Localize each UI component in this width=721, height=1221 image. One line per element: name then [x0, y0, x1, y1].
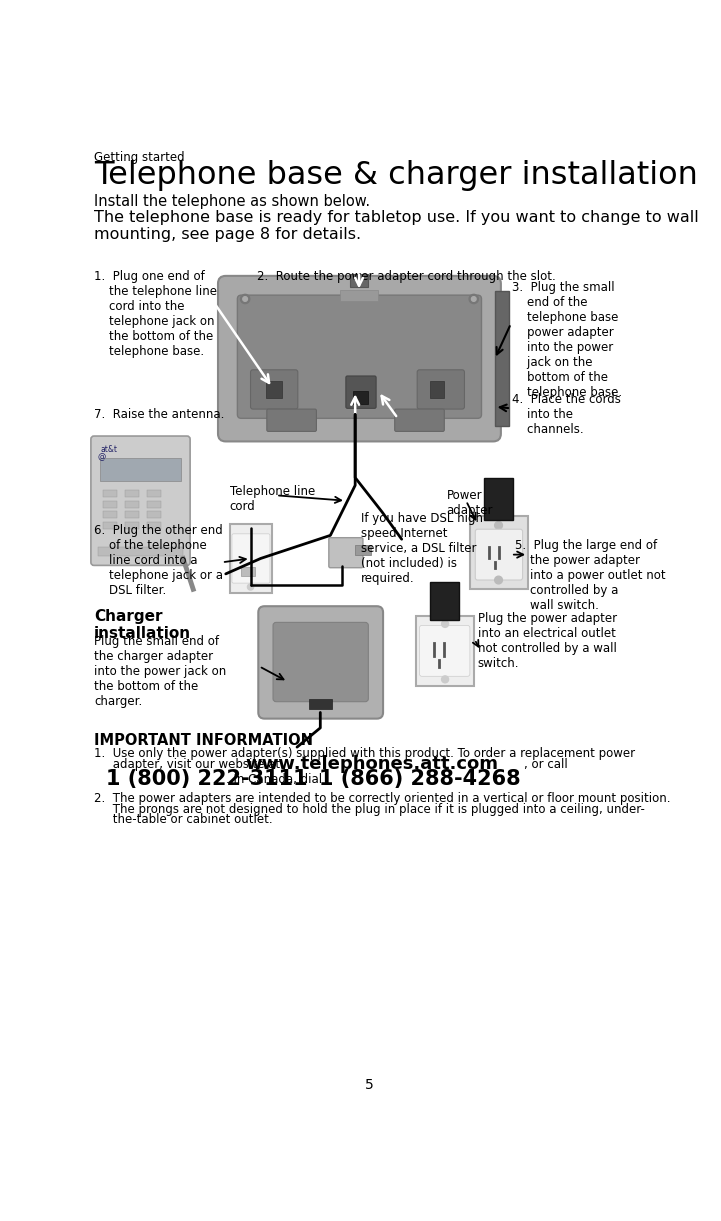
Text: 3.  Plug the small
    end of the
    telephone base
    power adapter
    into : 3. Plug the small end of the telephone b… [513, 281, 623, 399]
FancyBboxPatch shape [273, 623, 368, 702]
Circle shape [495, 521, 503, 529]
Text: Install the telephone as shown below.: Install the telephone as shown below. [94, 194, 370, 209]
Circle shape [441, 676, 448, 683]
Bar [470, 516, 528, 590]
FancyBboxPatch shape [417, 370, 464, 409]
Bar [495, 292, 508, 426]
Text: Plug the power adapter
into an electrical outlet
not controlled by a wall
switch: Plug the power adapter into an electrica… [477, 613, 616, 670]
Bar [415, 617, 474, 685]
FancyBboxPatch shape [232, 534, 270, 584]
FancyBboxPatch shape [237, 295, 482, 419]
Text: If you have DSL high
speed Internet
service, a DSL filter
(not included) is
requ: If you have DSL high speed Internet serv… [361, 513, 483, 585]
Circle shape [495, 576, 503, 584]
FancyBboxPatch shape [91, 436, 190, 565]
Bar [125, 501, 139, 508]
Text: 1 (800) 222-3111: 1 (800) 222-3111 [105, 769, 307, 789]
Bar [98, 547, 183, 556]
Text: 1 (866) 288-4268: 1 (866) 288-4268 [319, 769, 521, 789]
Text: 5: 5 [365, 1078, 373, 1093]
Text: the-table or cabinet outlet.: the-table or cabinet outlet. [94, 813, 273, 827]
Bar [242, 567, 255, 576]
Circle shape [469, 294, 479, 304]
FancyBboxPatch shape [346, 376, 376, 408]
Bar [266, 381, 281, 398]
Text: 7.  Raise the antenna.: 7. Raise the antenna. [94, 408, 224, 421]
Bar [146, 512, 161, 519]
Text: 1.  Plug one end of
    the telephone line
    cord into the
    telephone jack : 1. Plug one end of the telephone line co… [94, 270, 217, 358]
Bar [229, 524, 273, 593]
Bar [340, 289, 379, 300]
FancyBboxPatch shape [329, 537, 363, 568]
Text: 1.  Use only the power adapter(s) supplied with this product. To order a replace: 1. Use only the power adapter(s) supplie… [94, 747, 635, 761]
Bar [146, 523, 161, 529]
Text: The telephone base is ready for tabletop use. If you want to change to wall
moun: The telephone base is ready for tabletop… [94, 210, 699, 242]
Bar [100, 458, 181, 481]
FancyBboxPatch shape [267, 409, 317, 431]
Bar [350, 274, 368, 287]
Bar [125, 490, 139, 497]
Text: at&t: at&t [100, 446, 118, 454]
Circle shape [441, 620, 448, 628]
Text: Telephone line
cord: Telephone line cord [229, 485, 315, 513]
FancyBboxPatch shape [475, 529, 523, 580]
Text: www.telephones.att.com: www.telephones.att.com [245, 755, 498, 773]
FancyBboxPatch shape [218, 276, 501, 442]
Bar [103, 490, 118, 497]
Text: .: . [446, 773, 451, 786]
Bar [355, 546, 371, 554]
Circle shape [241, 294, 249, 304]
FancyBboxPatch shape [251, 370, 298, 409]
Text: 2.  Route the power adapter cord through the slot.: 2. Route the power adapter cord through … [257, 270, 555, 283]
FancyBboxPatch shape [420, 625, 470, 676]
Text: 2.  The power adapters are intended to be correctly oriented in a vertical or fl: 2. The power adapters are intended to be… [94, 791, 671, 805]
Text: adapter, visit our website at: adapter, visit our website at [94, 758, 280, 770]
Bar [125, 512, 139, 519]
Text: 6.  Plug the other end
    of the telephone
    line cord into a
    telephone j: 6. Plug the other end of the telephone l… [94, 524, 223, 597]
Text: @: @ [98, 452, 106, 462]
Circle shape [247, 584, 254, 590]
Bar [309, 700, 332, 708]
Text: Plug the small end of
the charger adapter
into the power jack on
the bottom of t: Plug the small end of the charger adapte… [94, 635, 226, 708]
Bar [125, 523, 139, 529]
Text: Getting started: Getting started [94, 151, 185, 164]
Bar [146, 501, 161, 508]
Bar [430, 381, 443, 398]
Text: 5.  Plug the large end of
    the power adapter
    into a power outlet not
    : 5. Plug the large end of the power adapt… [515, 540, 665, 612]
Text: Telephone base & charger installation: Telephone base & charger installation [94, 160, 698, 190]
Text: The prongs are not designed to hold the plug in place if it is plugged into a ce: The prongs are not designed to hold the … [94, 802, 645, 816]
Text: Power
adapter: Power adapter [446, 490, 493, 518]
Bar [353, 391, 368, 404]
Bar [103, 523, 118, 529]
FancyBboxPatch shape [258, 606, 383, 719]
Bar [146, 490, 161, 497]
Bar [103, 512, 118, 519]
Bar [103, 501, 118, 508]
Text: . In Canada, dial: . In Canada, dial [226, 773, 322, 786]
Text: 4.  Place the cords
    into the
    channels.: 4. Place the cords into the channels. [513, 393, 622, 436]
Text: Charger
installation: Charger installation [94, 608, 191, 641]
Circle shape [243, 297, 247, 302]
FancyBboxPatch shape [394, 409, 444, 431]
Text: IMPORTANT INFORMATION: IMPORTANT INFORMATION [94, 734, 313, 748]
Bar [484, 477, 513, 520]
Text: , or call: , or call [524, 758, 568, 770]
Bar [430, 581, 459, 620]
Circle shape [472, 297, 476, 302]
